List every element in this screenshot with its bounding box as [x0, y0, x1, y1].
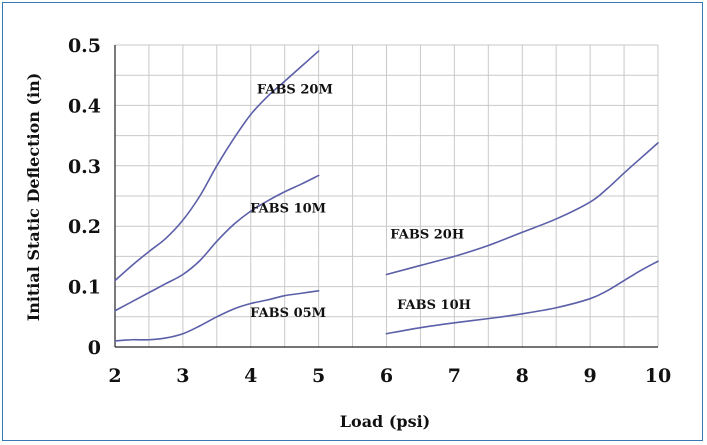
y-tick-label: 0.1 [68, 277, 101, 299]
x-tick-label: 2 [108, 365, 121, 387]
x-tick-label: 9 [584, 365, 597, 387]
y-axis-title: Initial Static Deflection (in) [24, 73, 43, 322]
series-label-fabs-20m: FABS 20M [257, 82, 333, 97]
axes [114, 45, 658, 348]
series-line-fabs-10m [114, 174, 320, 312]
y-tick-label: 0 [88, 337, 101, 359]
y-tick-label: 0.4 [68, 95, 101, 117]
y-tick-label: 0.2 [68, 216, 101, 238]
x-tick-label: 5 [312, 365, 325, 387]
x-tick-label: 4 [244, 365, 257, 387]
x-axis-title: Load (psi) [340, 412, 430, 431]
x-tick-label: 10 [645, 365, 671, 387]
series-label-fabs-20h: FABS 20H [390, 227, 464, 242]
series-label-fabs-10m: FABS 10M [250, 201, 326, 216]
series-line-fabs-20m [114, 50, 320, 282]
gridlines [114, 44, 659, 348]
series-line-fabs-05m [114, 290, 320, 342]
series-label-fabs-10h: FABS 10H [397, 298, 471, 313]
series-labels: FABS 20M FABS 10M FABS 05M FABS 20H FABS 10H [250, 82, 471, 320]
x-tick-label: 8 [516, 365, 529, 387]
series-line-fabs-20h [385, 142, 659, 276]
series-label-fabs-05m: FABS 05M [250, 306, 326, 321]
y-tick-label: 0.3 [68, 156, 101, 178]
series-group [114, 50, 659, 342]
x-tick-label: 3 [176, 365, 189, 387]
series-line-fabs-10h [385, 260, 659, 335]
tick-labels: 2 3 4 5 6 7 8 9 10 0 0.1 0.2 0.3 0.4 0.5 [68, 35, 671, 387]
y-tick-label: 0.5 [68, 35, 101, 57]
x-tick-label: 7 [448, 365, 461, 387]
x-tick-label: 6 [380, 365, 393, 387]
